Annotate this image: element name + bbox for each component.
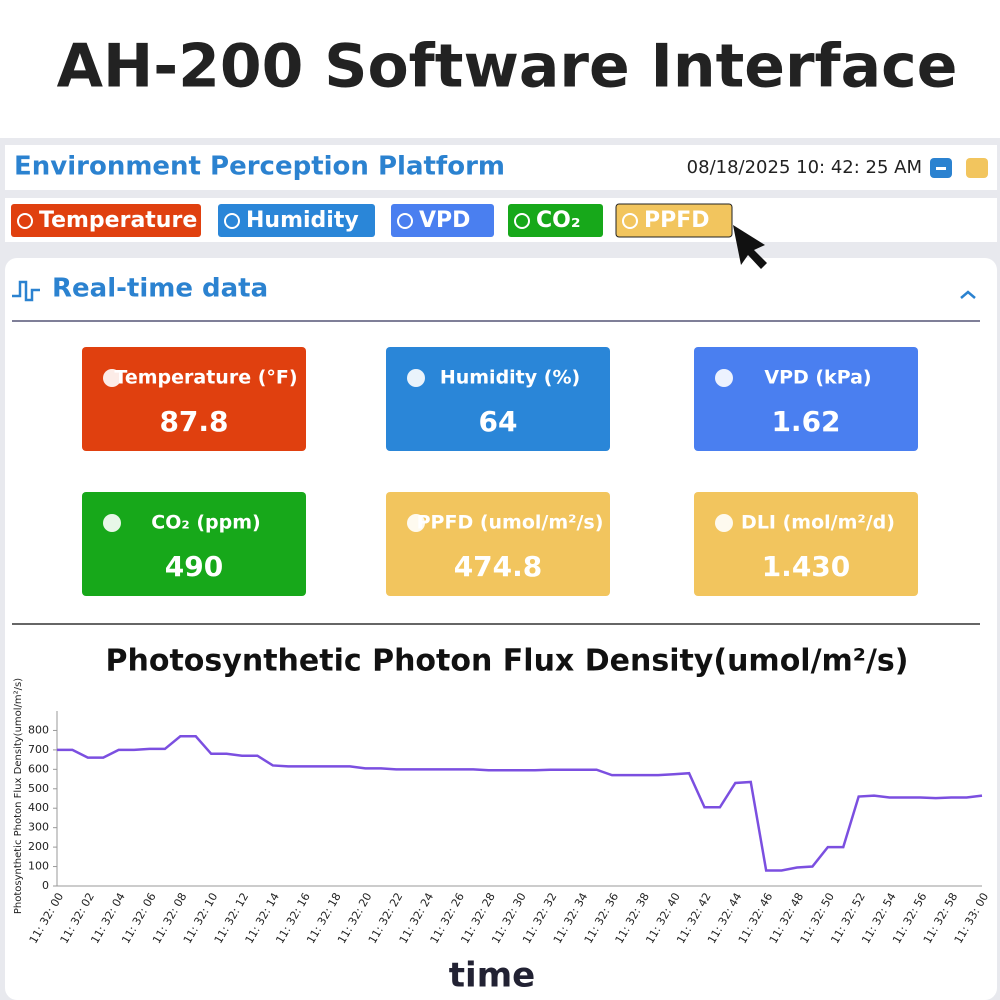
metric-card bbox=[82, 492, 306, 596]
y-tick-label: 800 bbox=[28, 723, 49, 736]
card-label: CO₂ (ppm) bbox=[151, 512, 260, 534]
section-icon bbox=[12, 280, 40, 302]
tab-icon bbox=[622, 213, 638, 229]
card-label: DLI (mol/m²/d) bbox=[741, 512, 895, 534]
y-tick-label: 200 bbox=[28, 840, 49, 853]
card-icon bbox=[715, 514, 733, 532]
y-tick-label: 400 bbox=[28, 801, 49, 814]
collapse-button[interactable] bbox=[960, 290, 976, 299]
y-tick-label: 700 bbox=[28, 743, 49, 756]
x-axis-label: time bbox=[449, 956, 535, 996]
tab-icon bbox=[224, 213, 240, 229]
minimize-icon bbox=[936, 167, 946, 170]
chart-title: Photosynthetic Photon Flux Density(umol/… bbox=[106, 644, 909, 679]
y-tick-label: 100 bbox=[28, 860, 49, 873]
card-value: 64 bbox=[479, 405, 518, 438]
close-button[interactable] bbox=[966, 158, 988, 178]
card-label: Humidity (%) bbox=[440, 367, 580, 389]
app-title: Environment Perception Platform bbox=[14, 152, 505, 182]
metric-card bbox=[694, 347, 918, 451]
datetime: 08/18/2025 10: 42: 25 AM bbox=[687, 157, 922, 178]
card-value: 87.8 bbox=[159, 405, 228, 438]
tab-label: Temperature bbox=[39, 208, 197, 233]
app-bar bbox=[5, 145, 997, 190]
tab[interactable] bbox=[391, 204, 494, 237]
data-line bbox=[57, 735, 983, 872]
tab-icon bbox=[17, 213, 33, 229]
metric-card bbox=[82, 347, 306, 451]
y-tick-label: 0 bbox=[42, 879, 49, 892]
card-value: 490 bbox=[165, 550, 223, 583]
card-icon bbox=[103, 514, 121, 532]
tab-label: VPD bbox=[419, 208, 470, 233]
tab-label: Humidity bbox=[246, 208, 359, 233]
tab-label: PPFD bbox=[644, 208, 710, 233]
tab-label: CO₂ bbox=[536, 208, 580, 233]
card-icon bbox=[407, 369, 425, 387]
card-label: VPD (kPa) bbox=[764, 367, 871, 389]
card-value: 474.8 bbox=[454, 550, 543, 583]
card-label: PPFD (umol/m²/s) bbox=[417, 512, 604, 534]
tab[interactable] bbox=[218, 204, 375, 237]
metric-card bbox=[386, 347, 610, 451]
y-tick-label: 500 bbox=[28, 782, 49, 795]
cursor bbox=[733, 225, 767, 269]
y-tick-label: 600 bbox=[28, 762, 49, 775]
card-icon bbox=[715, 369, 733, 387]
y-axis-label: Photosynthetic Photon Flux Density(umol/… bbox=[13, 678, 24, 914]
card-icon bbox=[103, 369, 121, 387]
card-value: 1.62 bbox=[771, 405, 840, 438]
y-tick-label: 300 bbox=[28, 821, 49, 834]
tab-icon bbox=[397, 213, 413, 229]
card-icon bbox=[407, 514, 425, 532]
card-label: Temperature (°F) bbox=[114, 367, 297, 389]
metric-card bbox=[694, 492, 918, 596]
tab-icon bbox=[514, 213, 530, 229]
metric-card bbox=[386, 492, 610, 596]
page-title: AH-200 Software Interface bbox=[57, 32, 958, 102]
section-title: Real-time data bbox=[52, 274, 268, 304]
card-value: 1.430 bbox=[762, 550, 851, 583]
tab[interactable] bbox=[11, 204, 201, 237]
tab[interactable] bbox=[615, 203, 733, 238]
tab[interactable] bbox=[508, 204, 603, 237]
